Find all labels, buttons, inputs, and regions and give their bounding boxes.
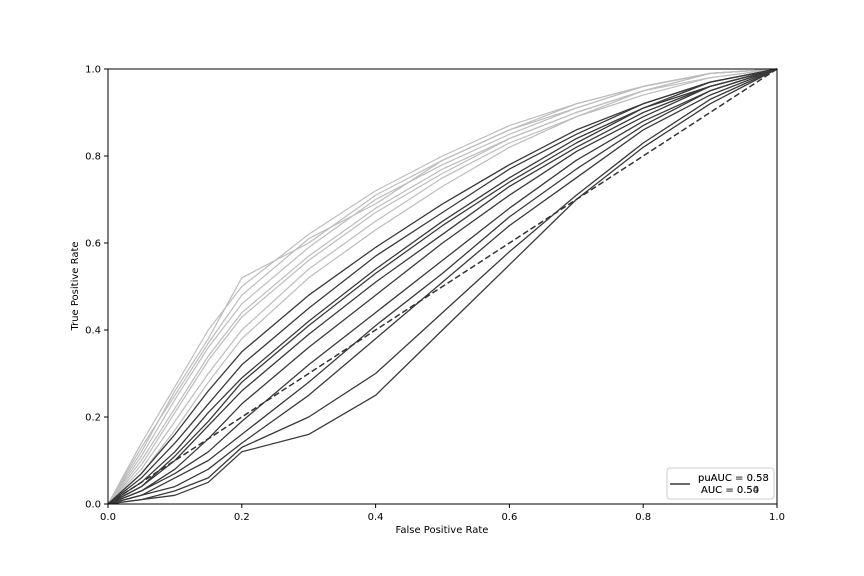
auc-curve [107,68,778,505]
legend: puAUC = 0.53 AUC = 0.50 puAUC = 0.58 AUC… [666,467,775,500]
auc-curve [107,68,778,505]
auc-curve [107,68,778,505]
x-tick-label: 0.6 [501,512,517,523]
y-tick-label: 1.0 [85,65,101,76]
puauc-curve [107,68,778,505]
roc-curves [107,68,778,505]
y-tick-label: 0.2 [85,413,101,424]
auc-curve [107,68,778,505]
y-axis-label: True Positive Rate [70,241,81,331]
legend-entry-puauc: puAUC = 0.58 [698,473,769,484]
puauc-curve [107,68,778,505]
x-axis: 0.0 0.2 0.4 0.6 0.8 1.0 [100,504,785,523]
x-tick-label: 0.0 [100,512,116,523]
x-tick-label: 0.2 [234,512,250,523]
y-axis: 0.0 0.2 0.4 0.6 0.8 1.0 [85,65,108,511]
auc-curve [107,68,778,505]
legend-overlay-puauc: puAUC = 0.53 [698,473,769,484]
y-tick-label: 0.4 [85,326,101,337]
legend-overlay-auc: AUC = 0.50 [701,485,759,496]
y-tick-label: 0.6 [85,239,101,250]
x-tick-label: 0.4 [368,512,384,523]
auc-curve [107,68,778,505]
x-tick-label: 0.8 [635,512,651,523]
auc-curve [107,68,778,505]
plot-frame [107,68,778,505]
auc-curve [107,68,778,505]
x-tick-label: 1.0 [769,512,785,523]
auc-curve [107,68,778,505]
puauc-curve [107,68,778,505]
y-tick-label: 0.0 [85,500,101,511]
chance-line [107,68,778,505]
legend-box [666,467,775,500]
y-tick-label: 0.8 [85,152,101,163]
legend-entry-auc: AUC = 0.54 [701,485,759,496]
x-axis-label: False Positive Rate [396,525,489,536]
